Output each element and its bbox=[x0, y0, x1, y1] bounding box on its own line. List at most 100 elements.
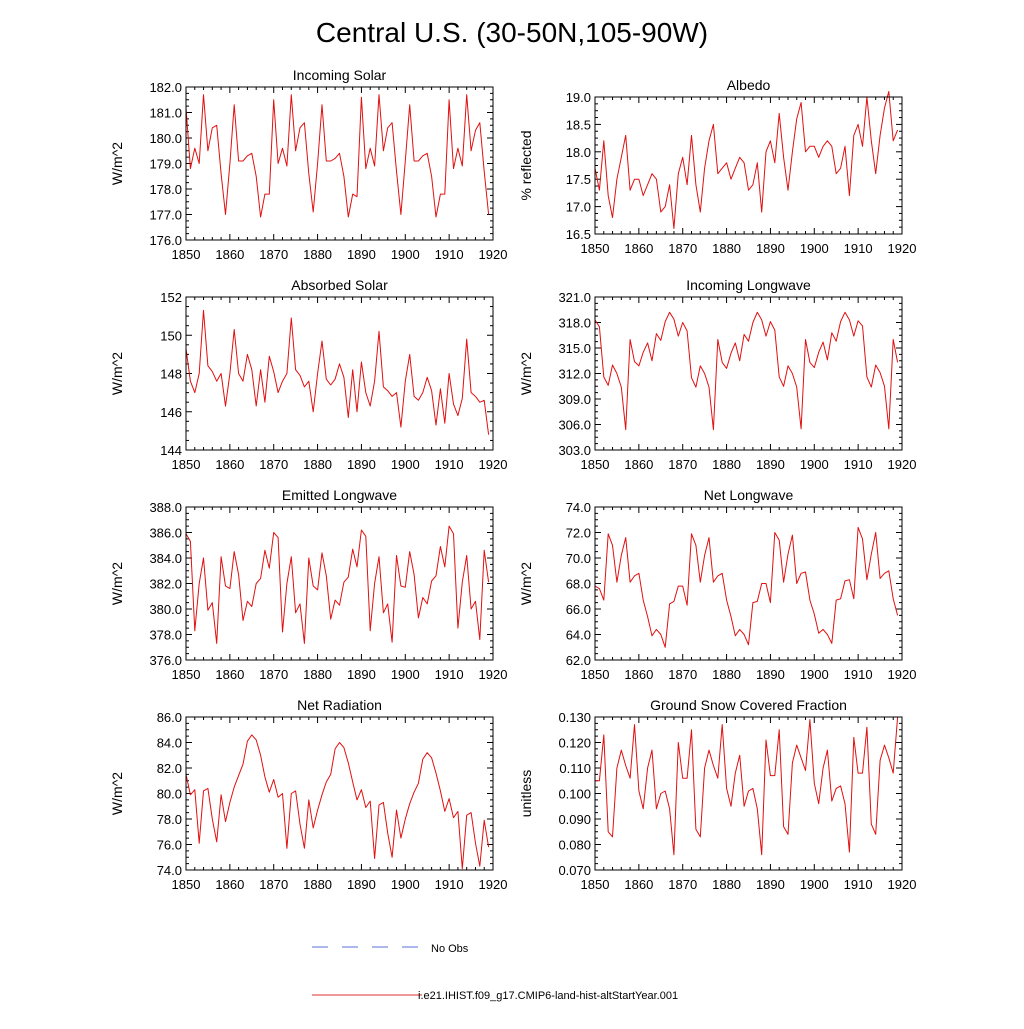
plot-frame bbox=[594, 716, 903, 871]
y-tick-label: 84.0 bbox=[157, 736, 182, 751]
y-tick-label: 72.0 bbox=[566, 526, 591, 541]
y-axis-label: W/m^2 bbox=[109, 352, 125, 395]
series-line bbox=[185, 525, 490, 644]
x-tick-label: 1860 bbox=[624, 877, 653, 892]
x-tick-label: 1850 bbox=[581, 877, 610, 892]
x-tick-label: 1920 bbox=[479, 877, 508, 892]
y-tick-label: 17.5 bbox=[566, 172, 591, 187]
x-tick-label: 1890 bbox=[756, 241, 785, 256]
y-tick-label: 0.120 bbox=[558, 736, 591, 751]
x-tick-label: 1880 bbox=[303, 877, 332, 892]
series-line bbox=[185, 94, 490, 218]
y-axis-label: unitless bbox=[518, 770, 534, 817]
y-tick-label: 315.0 bbox=[558, 341, 591, 356]
panel-title: Net Longwave bbox=[704, 487, 794, 503]
x-tick-label: 1900 bbox=[800, 877, 829, 892]
panel-title: Emitted Longwave bbox=[282, 487, 397, 503]
panels: Incoming Solar W/m^2 1850 1860 1870 1880 1890 1… bbox=[109, 67, 916, 892]
y-tick-label: 0.100 bbox=[558, 787, 591, 802]
y-tick-label: 62.0 bbox=[566, 653, 591, 668]
x-tick-label: 1850 bbox=[172, 877, 201, 892]
y-axis-label: W/m^2 bbox=[109, 142, 125, 185]
x-tick-label: 1880 bbox=[303, 247, 332, 262]
x-tick-label: 1920 bbox=[888, 877, 917, 892]
y-tick-label: 74.0 bbox=[566, 500, 591, 515]
series-line bbox=[595, 716, 899, 856]
y-tick-label: 309.0 bbox=[558, 392, 591, 407]
panel-title: Incoming Solar bbox=[293, 67, 387, 83]
y-tick-label: 80.0 bbox=[157, 787, 182, 802]
y-axis-label: % reflected bbox=[518, 130, 534, 200]
x-tick-label: 1900 bbox=[800, 457, 829, 472]
x-tick-label: 1890 bbox=[756, 457, 785, 472]
y-tick-label: 64.0 bbox=[566, 628, 591, 643]
legend-label-model: i.e21.IHIST.f09_g17.CMIP6-land-hist-altS… bbox=[418, 990, 678, 1002]
y-tick-label: 18.5 bbox=[566, 117, 591, 132]
y-tick-label: 78.0 bbox=[157, 812, 182, 827]
x-tick-label: 1870 bbox=[668, 457, 697, 472]
y-tick-label: 0.070 bbox=[558, 863, 591, 878]
x-tick-label: 1860 bbox=[215, 877, 244, 892]
x-tick-label: 1860 bbox=[624, 667, 653, 682]
y-tick-label: 176.0 bbox=[149, 233, 182, 248]
y-tick-label: 179.0 bbox=[149, 157, 182, 172]
y-axis-label: W/m^2 bbox=[518, 562, 534, 605]
y-tick-label: 16.5 bbox=[566, 227, 591, 242]
x-tick-label: 1900 bbox=[800, 241, 829, 256]
y-axis-label: W/m^2 bbox=[109, 562, 125, 605]
y-tick-label: 18.0 bbox=[566, 145, 591, 160]
x-tick-label: 1910 bbox=[435, 877, 464, 892]
y-tick-label: 380.0 bbox=[149, 602, 182, 617]
y-axis-label: W/m^2 bbox=[109, 772, 125, 815]
x-tick-label: 1910 bbox=[844, 667, 873, 682]
y-tick-label: 321.0 bbox=[558, 290, 591, 305]
x-tick-label: 1880 bbox=[303, 667, 332, 682]
panel-7: Net Radiation W/m^2 1850 1860 1870 1880 1890 19… bbox=[109, 697, 507, 892]
x-tick-label: 1910 bbox=[844, 241, 873, 256]
y-tick-label: 378.0 bbox=[149, 628, 182, 643]
y-axis-label: W/m^2 bbox=[518, 352, 534, 395]
x-tick-label: 1860 bbox=[215, 457, 244, 472]
panel-1: Incoming Solar W/m^2 1850 1860 1870 1880 1890 1… bbox=[109, 67, 507, 262]
panel-title: Net Radiation bbox=[297, 697, 382, 713]
y-tick-label: 382.0 bbox=[149, 577, 182, 592]
y-tick-label: 19.0 bbox=[566, 90, 591, 105]
x-tick-label: 1880 bbox=[712, 457, 741, 472]
y-tick-label: 150 bbox=[160, 328, 182, 343]
series-line bbox=[594, 91, 899, 229]
y-tick-label: 306.0 bbox=[558, 418, 591, 433]
y-tick-label: 312.0 bbox=[558, 367, 591, 382]
x-tick-label: 1910 bbox=[435, 247, 464, 262]
x-tick-label: 1860 bbox=[215, 247, 244, 262]
x-tick-label: 1910 bbox=[435, 667, 464, 682]
x-tick-label: 1850 bbox=[581, 457, 610, 472]
series-line bbox=[185, 309, 490, 435]
series-line bbox=[594, 311, 899, 431]
y-tick-label: 144 bbox=[160, 443, 182, 458]
plot-frame bbox=[594, 96, 903, 235]
x-tick-label: 1850 bbox=[581, 241, 610, 256]
figure-title: Central U.S. (30-50N,105-90W) bbox=[316, 17, 708, 48]
x-tick-label: 1890 bbox=[756, 667, 785, 682]
y-tick-label: 86.0 bbox=[157, 710, 182, 725]
x-tick-label: 1850 bbox=[581, 667, 610, 682]
plot-frame bbox=[185, 716, 494, 871]
panel-title: Incoming Longwave bbox=[686, 277, 811, 293]
x-tick-label: 1920 bbox=[479, 667, 508, 682]
y-tick-label: 66.0 bbox=[566, 602, 591, 617]
plot-frame bbox=[594, 296, 903, 451]
y-tick-label: 318.0 bbox=[558, 316, 591, 331]
plot-frame bbox=[594, 506, 903, 661]
x-tick-label: 1920 bbox=[888, 457, 917, 472]
x-tick-label: 1880 bbox=[712, 667, 741, 682]
y-tick-label: 152 bbox=[160, 290, 182, 305]
y-tick-label: 388.0 bbox=[149, 500, 182, 515]
x-tick-label: 1870 bbox=[668, 667, 697, 682]
x-tick-label: 1870 bbox=[259, 877, 288, 892]
y-tick-label: 180.0 bbox=[149, 131, 182, 146]
y-tick-label: 0.090 bbox=[558, 812, 591, 827]
x-tick-label: 1920 bbox=[888, 667, 917, 682]
y-tick-label: 376.0 bbox=[149, 653, 182, 668]
panel-5: Emitted Longwave W/m^2 1850 1860 1870 1880 189… bbox=[109, 487, 507, 682]
